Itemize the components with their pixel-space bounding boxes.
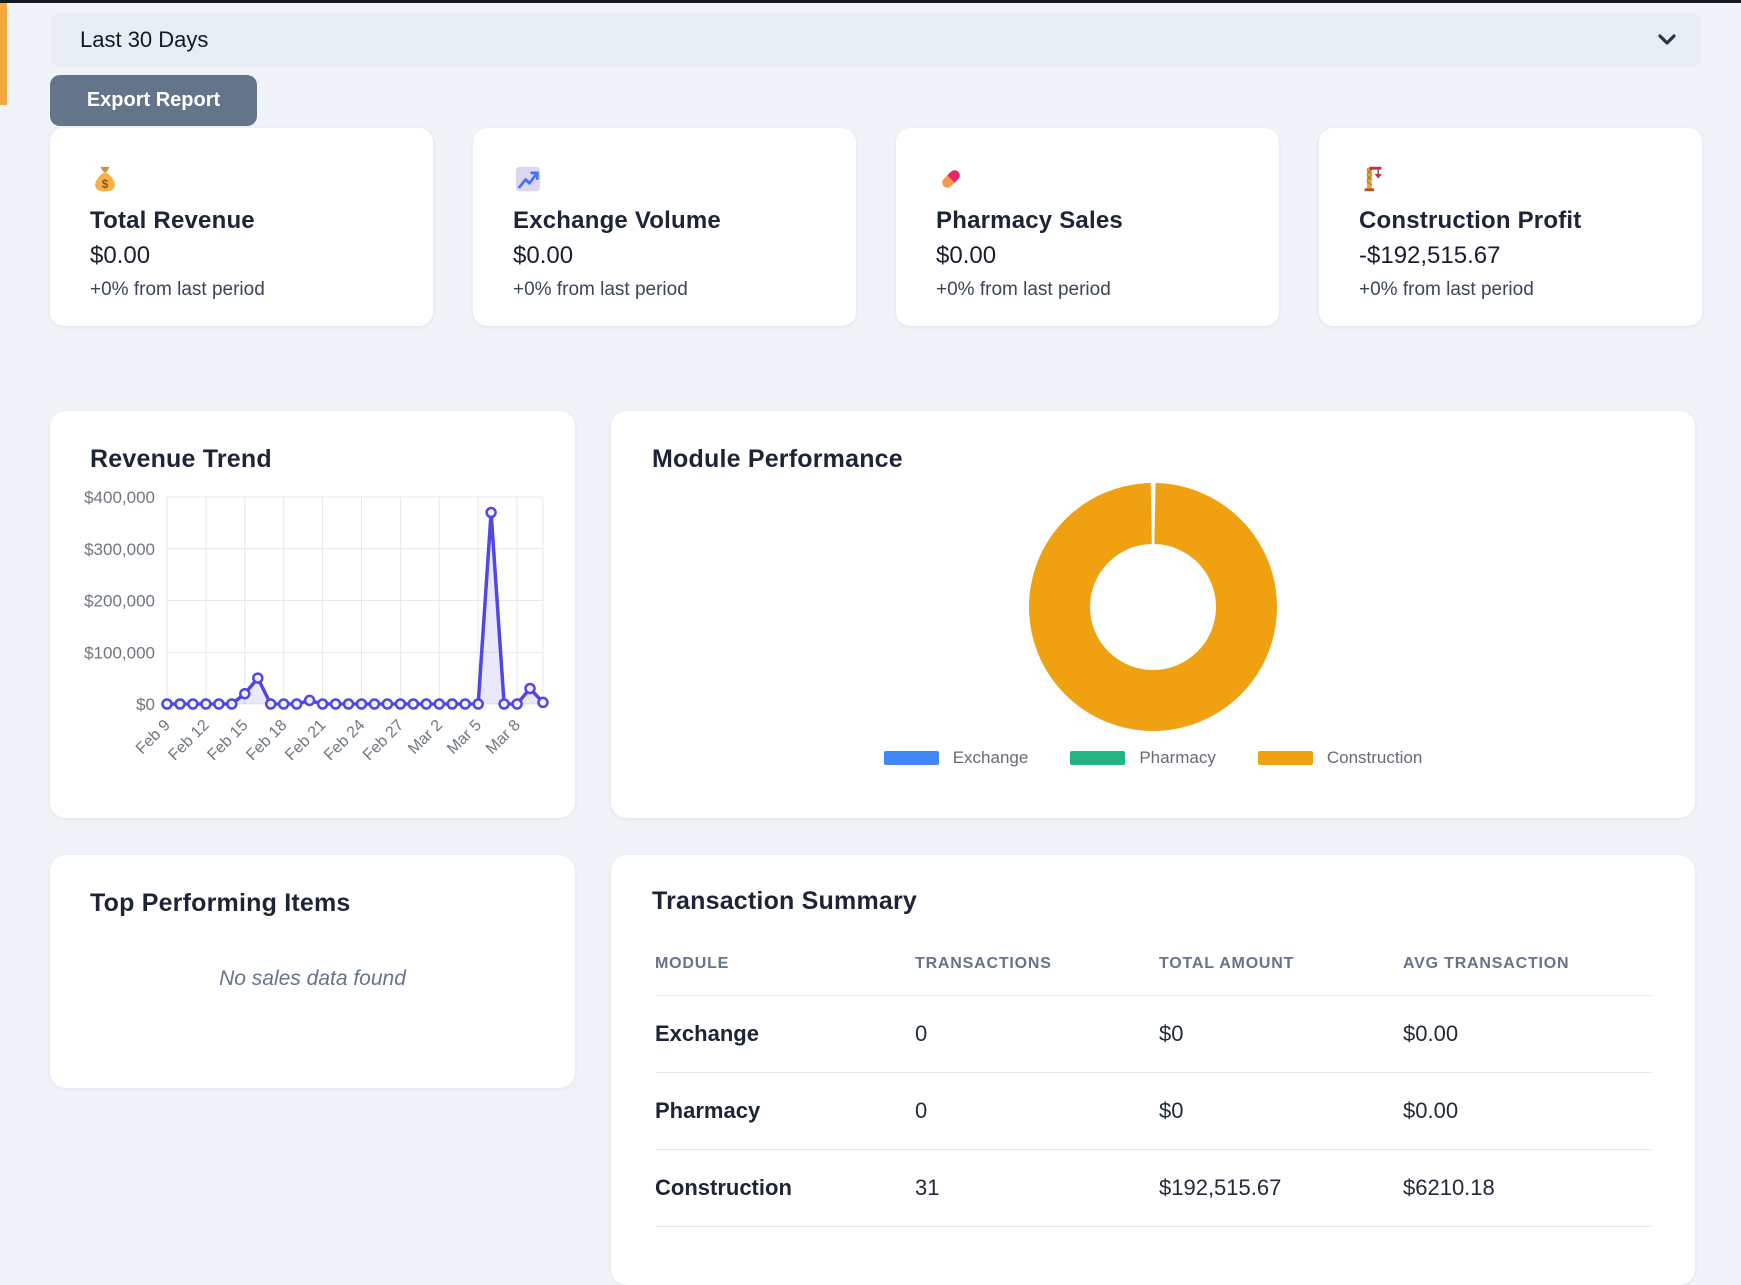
column-header-total-amount: TOTAL AMOUNT: [1159, 955, 1295, 972]
cell-avg-transaction: $0.00: [1403, 1021, 1459, 1046]
stat-value: $0.00: [513, 242, 574, 269]
svg-text:Mar 5: Mar 5: [444, 717, 485, 758]
legend-label: Exchange: [952, 748, 1029, 767]
cell-transactions: 0: [915, 1021, 928, 1046]
svg-text:Feb 18: Feb 18: [243, 717, 290, 764]
stat-title: Total Revenue: [90, 207, 255, 234]
module-performance-title: Module Performance: [652, 445, 903, 473]
cell-module: Exchange: [655, 1021, 759, 1046]
export-report-button[interactable]: Export Report: [50, 75, 257, 126]
legend-item-pharmacy[interactable]: Pharmacy: [1070, 748, 1216, 768]
svg-text:Feb 24: Feb 24: [321, 717, 368, 764]
legend-label: Construction: [1326, 748, 1423, 767]
stat-card-exchange-volume: Exchange Volume $0.00 +0% from last peri…: [473, 128, 856, 326]
revenue-trend-card: Revenue Trend $0 $100,000 $200,000 $300,000…: [50, 411, 575, 818]
period-select-value: Last 30 Days: [80, 27, 209, 52]
stat-change: +0% from last period: [513, 279, 688, 300]
legend-item-construction[interactable]: Construction: [1257, 748, 1423, 768]
transaction-summary-table: MODULE TRANSACTIONS TOTAL AMOUNT AVG TRA…: [655, 933, 1651, 1227]
top-performing-items-title: Top Performing Items: [90, 889, 351, 917]
svg-text:$100,000: $100,000: [84, 643, 155, 662]
svg-text:Feb 15: Feb 15: [204, 717, 251, 764]
cell-total-amount: $0: [1159, 1098, 1184, 1123]
stat-value: $0.00: [90, 242, 151, 269]
top-border-strip: [0, 0, 1741, 3]
stat-cards-row: $ Total Revenue $0.00 +0% from last peri…: [50, 128, 1702, 326]
top-performing-items-card: Top Performing Items No sales data found: [50, 855, 575, 1088]
donut-legend: Exchange Pharmacy Construction: [611, 748, 1695, 768]
svg-text:Mar 8: Mar 8: [483, 717, 524, 758]
column-header-module: MODULE: [655, 955, 730, 972]
cell-total-amount: $192,515.67: [1159, 1175, 1282, 1200]
stat-change: +0% from last period: [936, 279, 1111, 300]
chart-increasing-icon: [513, 164, 543, 194]
svg-text:Feb 27: Feb 27: [360, 717, 407, 764]
cell-total-amount: $0: [1159, 1021, 1184, 1046]
chevron-down-icon: [1658, 34, 1676, 46]
legend-swatch-construction: [1257, 751, 1313, 765]
table-divider: [655, 1226, 1651, 1227]
stat-card-construction-profit: Construction Profit -$192,515.67 +0% fro…: [1319, 128, 1702, 326]
cell-module: Pharmacy: [655, 1098, 761, 1123]
transaction-summary-title: Transaction Summary: [652, 887, 918, 915]
cell-transactions: 0: [915, 1098, 928, 1123]
legend-swatch-pharmacy: [1070, 751, 1126, 765]
stat-card-pharmacy-sales: Pharmacy Sales $0.00 +0% from last perio…: [896, 128, 1279, 326]
column-header-transactions: TRANSACTIONS: [915, 955, 1052, 972]
legend-label: Pharmacy: [1139, 748, 1216, 767]
table-header-row: MODULE TRANSACTIONS TOTAL AMOUNT AVG TRA…: [655, 933, 1651, 995]
pill-icon: [936, 164, 966, 194]
column-header-avg-transaction: AVG TRANSACTION: [1403, 955, 1570, 972]
cell-module: Construction: [655, 1175, 792, 1200]
cell-avg-transaction: $0.00: [1403, 1098, 1459, 1123]
revenue-trend-title: Revenue Trend: [90, 445, 272, 473]
module-performance-card: Module Performance Exchange Pharmacy Con…: [611, 411, 1695, 818]
stat-value: -$192,515.67: [1359, 242, 1501, 269]
transaction-summary-card: Transaction Summary MODULE TRANSACTIONS …: [611, 855, 1695, 1285]
svg-text:$400,000: $400,000: [84, 488, 155, 507]
cell-avg-transaction: $6210.18: [1403, 1175, 1495, 1200]
legend-item-exchange[interactable]: Exchange: [883, 748, 1029, 768]
table-row: Construction 31 $192,515.67 $6210.18: [655, 1149, 1651, 1226]
legend-swatch-exchange: [883, 751, 939, 765]
svg-text:$200,000: $200,000: [84, 592, 155, 611]
stat-title: Construction Profit: [1359, 207, 1582, 234]
stat-title: Pharmacy Sales: [936, 207, 1123, 234]
stat-value: $0.00: [936, 242, 997, 269]
svg-text:$: $: [102, 178, 109, 191]
svg-text:$300,000: $300,000: [84, 540, 155, 559]
module-performance-donut-chart: [1029, 483, 1277, 731]
stat-change: +0% from last period: [1359, 279, 1534, 300]
table-row: Pharmacy 0 $0 $0.00: [655, 1072, 1651, 1149]
svg-text:$0: $0: [136, 695, 155, 714]
stat-card-total-revenue: $ Total Revenue $0.00 +0% from last peri…: [50, 128, 433, 326]
svg-text:Mar 2: Mar 2: [405, 717, 446, 758]
svg-text:Feb 21: Feb 21: [282, 717, 329, 764]
left-accent-strip: [0, 3, 7, 105]
stat-title: Exchange Volume: [513, 207, 721, 234]
svg-text:Feb 12: Feb 12: [165, 717, 212, 764]
money-bag-icon: $: [90, 164, 120, 194]
cell-transactions: 31: [915, 1175, 940, 1200]
period-select[interactable]: Last 30 Days: [50, 13, 1702, 67]
stat-change: +0% from last period: [90, 279, 265, 300]
no-sales-data-message: No sales data found: [219, 967, 406, 990]
building-construction-icon: [1359, 164, 1389, 194]
table-row: Exchange 0 $0 $0.00: [655, 995, 1651, 1072]
